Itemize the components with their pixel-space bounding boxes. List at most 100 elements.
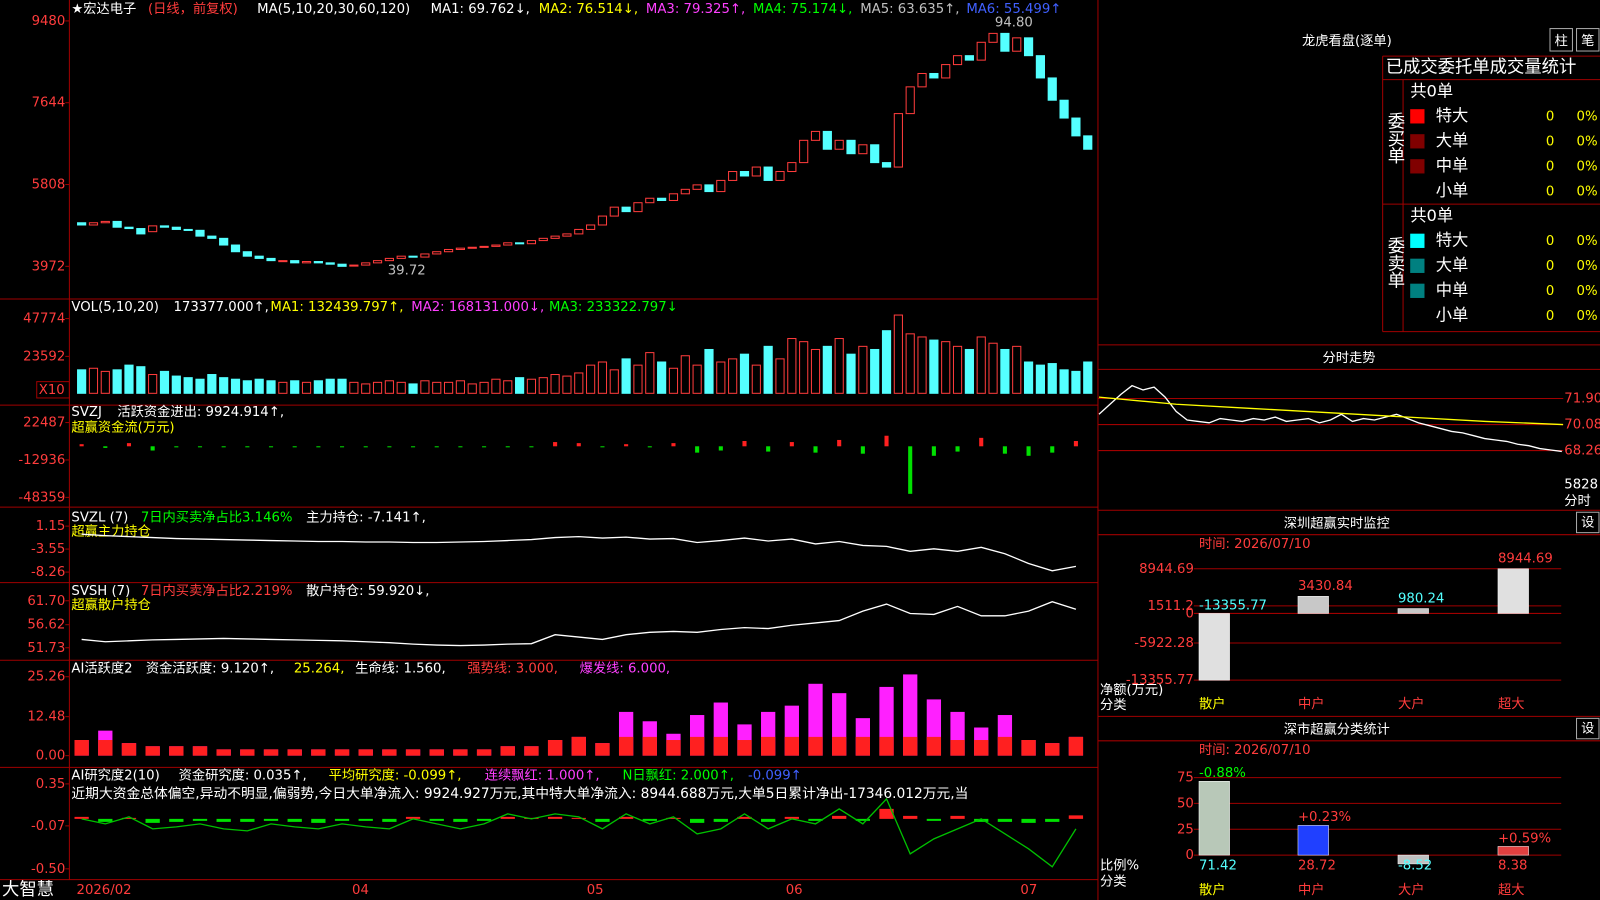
y-tick-label: -5922.28 (1134, 636, 1194, 651)
candle (325, 262, 335, 265)
volume-bar (136, 366, 146, 394)
volume-bar (858, 345, 868, 394)
research-line (81, 797, 1077, 868)
volume-bar (278, 381, 288, 394)
candle (645, 197, 655, 204)
row-name: 小单 (1436, 181, 1469, 200)
volume-bar (242, 380, 252, 394)
bar (1068, 736, 1084, 756)
candle (822, 130, 832, 150)
bar (245, 446, 250, 448)
button-label[interactable]: 笔 (1581, 33, 1594, 49)
bar (363, 446, 368, 448)
ma-readout: MA5: 63.635↑, (860, 2, 959, 17)
volume-bar (929, 339, 939, 394)
candle (159, 225, 170, 228)
button[interactable] (1549, 28, 1573, 52)
readout: 主力持仓: -7.141↑, (306, 509, 426, 525)
bar (671, 443, 676, 447)
readout: MA2: 168131.000↓, (411, 300, 544, 315)
y-tick-label: 71.90 (1564, 392, 1600, 407)
bar (595, 743, 610, 756)
y-tick-label: 75 (1177, 771, 1194, 786)
bar (718, 446, 723, 451)
bar (169, 746, 184, 756)
candle (1023, 37, 1034, 57)
candle (254, 255, 264, 259)
readout: MA1: 132439.797↑, (270, 300, 403, 315)
bar (1073, 441, 1078, 447)
bar (150, 446, 155, 451)
candle (633, 202, 643, 213)
readout: 连续飘红: 1.000↑, (485, 768, 600, 784)
y-tick-label: 0 (1185, 848, 1193, 863)
volume-bar (526, 378, 537, 394)
y-tick-label: -0.07 (31, 819, 65, 834)
net-bar (1497, 568, 1529, 614)
button-label[interactable]: 设 (1581, 514, 1594, 530)
bar (884, 435, 889, 447)
bar (174, 446, 179, 448)
candle (1047, 77, 1057, 101)
bar (997, 736, 1013, 756)
bar (382, 749, 397, 756)
button[interactable] (1576, 511, 1600, 534)
bar (832, 815, 847, 819)
volume-bar (100, 370, 110, 394)
axis-label: 分类 (1100, 874, 1127, 890)
candle (870, 144, 880, 164)
candle (976, 41, 986, 61)
candle (384, 257, 394, 262)
panel-title: 深圳超赢实时监控 (1284, 514, 1390, 531)
panel-title: 深市超赢分类统计 (1284, 721, 1390, 738)
candle (503, 242, 513, 246)
bar (903, 815, 918, 819)
volume-bar (230, 378, 241, 394)
bar (832, 736, 847, 756)
volume-bar (467, 383, 477, 394)
y-tick-label: -0.50 (31, 862, 65, 877)
bar (1002, 446, 1007, 454)
ma-label: MA(5,10,20,30,60,120) (257, 2, 410, 17)
bar (98, 740, 113, 756)
bar (453, 818, 468, 822)
bar (860, 446, 865, 454)
net-bar (1397, 608, 1429, 614)
axis-label: 分类 (1100, 697, 1127, 713)
swatch (1410, 159, 1425, 174)
candle (290, 260, 300, 264)
button[interactable] (1576, 28, 1600, 52)
y-tick-label: 25 (1177, 822, 1194, 837)
total: 共0单 (1410, 81, 1453, 100)
panel-title: SVSH (7) (71, 584, 130, 599)
bar (358, 749, 373, 756)
candle (77, 222, 87, 226)
bar (482, 446, 487, 448)
candle (621, 206, 631, 213)
volume-bar (964, 348, 974, 394)
bar (169, 818, 184, 822)
candle (609, 206, 619, 217)
ratio-bar (1397, 854, 1429, 865)
category-label: 中户 (1298, 881, 1325, 898)
button-label[interactable]: 柱 (1555, 33, 1568, 49)
volume-bar (952, 345, 963, 394)
volume-bar (893, 314, 903, 394)
volume-bar (680, 355, 690, 394)
candle (704, 184, 714, 193)
bar (500, 746, 515, 756)
bar (216, 749, 231, 756)
candle (349, 264, 359, 267)
candle (1000, 32, 1010, 52)
button-label[interactable]: 设 (1581, 721, 1594, 737)
volume-bar (432, 381, 442, 394)
bar (808, 818, 823, 821)
y-tick-label: 7644 (32, 96, 66, 111)
volume-bar (337, 378, 347, 394)
axis-label: 比例% (1100, 857, 1139, 873)
bar (837, 439, 842, 447)
volume-bar (597, 361, 608, 394)
button[interactable] (1576, 717, 1600, 740)
bar (950, 815, 965, 819)
